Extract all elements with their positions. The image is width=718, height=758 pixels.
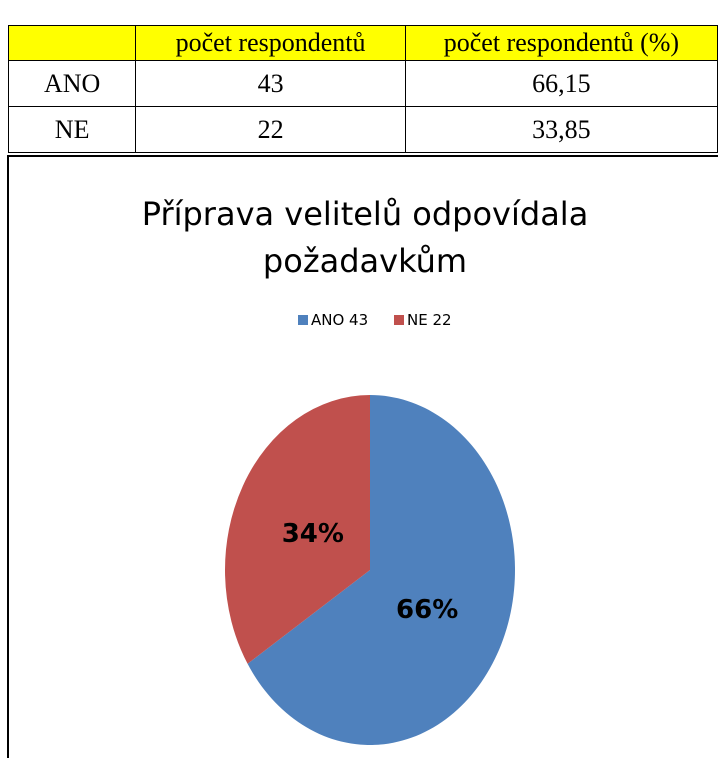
row: ANO 43 66,15 — [7, 60, 718, 107]
legend-label: ANO 43 — [311, 311, 368, 329]
legend-label: NE 22 — [407, 311, 452, 329]
chart-title: Příprava velitelů odpovídala — [142, 195, 589, 233]
cell: 33,85 — [404, 106, 718, 153]
chart-frame — [7, 155, 718, 758]
legend-swatch — [394, 315, 404, 325]
empty-cell — [7, 25, 137, 61]
cell: NE — [7, 106, 137, 153]
legend-swatch — [298, 315, 308, 325]
row: NE 22 33,85 — [7, 106, 718, 153]
pie-slice — [247, 395, 515, 745]
chart-title: požadavkům — [263, 242, 467, 280]
data-table: počet respondentů počet respondentů (%) … — [7, 25, 718, 153]
pie-slice — [224, 395, 370, 664]
cell: 22 — [135, 106, 406, 153]
header-cell: počet respondentů (%) — [404, 25, 718, 61]
slice-label: 34% — [282, 519, 344, 549]
cell: 66,15 — [404, 60, 718, 107]
cell: 43 — [135, 60, 406, 107]
slice-label: 66% — [396, 595, 458, 625]
